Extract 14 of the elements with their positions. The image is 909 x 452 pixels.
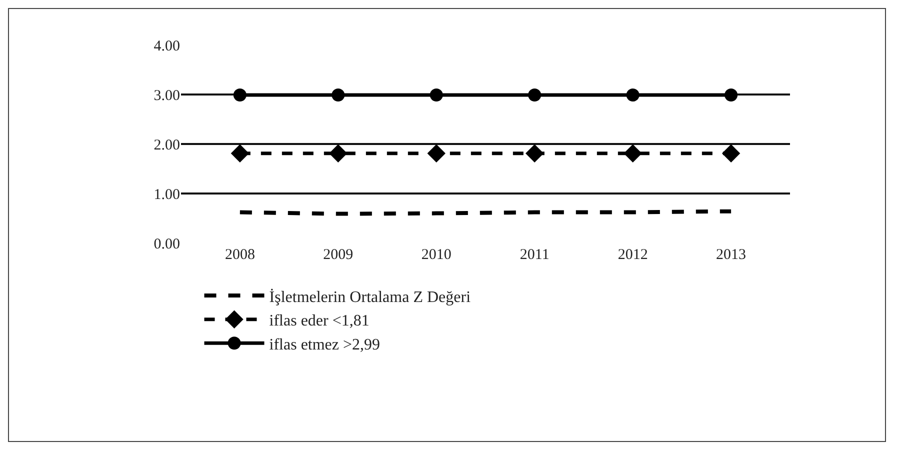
legend-label: iflas etmez >2,99 xyxy=(269,336,380,354)
y-tick-label: 4.00 xyxy=(154,38,180,54)
legend-label: iflas eder <1,81 xyxy=(269,312,370,330)
x-tick-label: 2011 xyxy=(520,247,550,263)
y-tick-label: 2.00 xyxy=(154,137,180,154)
y-tick-label: 3.00 xyxy=(154,88,180,104)
legend-label: İşletmelerin Ortalama Z Değeri xyxy=(269,288,472,306)
x-tick-label: 2012 xyxy=(618,247,648,263)
x-tick-label: 2009 xyxy=(323,247,354,263)
x-tick-label: 2010 xyxy=(421,247,452,263)
y-tick-label: 0.00 xyxy=(154,236,180,252)
x-tick-label: 2013 xyxy=(716,247,746,263)
y-tick-label: 1.00 xyxy=(154,186,180,203)
x-tick-label: 2008 xyxy=(224,247,255,263)
